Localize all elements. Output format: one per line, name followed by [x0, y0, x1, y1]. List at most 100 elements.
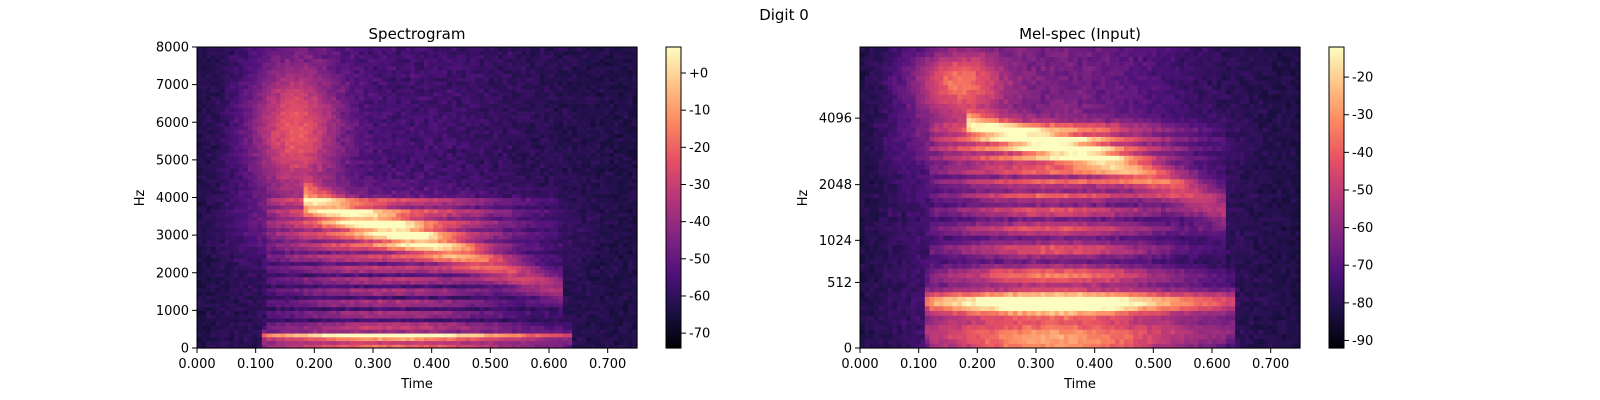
heatmap-cell	[391, 268, 397, 274]
heatmap-cell	[549, 272, 555, 278]
heatmap-cell	[507, 152, 513, 157]
heatmap-cell	[252, 205, 258, 210]
heatmap-cell	[243, 156, 249, 161]
heatmap-cell	[511, 291, 518, 296]
heatmap-cell	[359, 268, 365, 274]
heatmap-cell	[271, 159, 277, 165]
heatmap-cell	[285, 163, 291, 168]
heatmap-cell	[493, 242, 499, 248]
heatmap-cell	[428, 182, 434, 187]
heatmap-cell	[562, 261, 569, 266]
heatmap-cell	[410, 261, 416, 266]
heatmap-cell	[581, 340, 587, 345]
heatmap-cell	[498, 159, 504, 165]
heatmap-cell	[396, 317, 402, 323]
heatmap-cell	[308, 148, 314, 153]
heatmap-cell	[451, 223, 457, 229]
heatmap-cell	[247, 261, 254, 266]
heatmap-cell	[479, 310, 485, 315]
heatmap-cell	[326, 208, 332, 214]
heatmap-cell	[210, 287, 217, 293]
heatmap-cell	[363, 193, 369, 199]
heatmap-cell	[229, 238, 235, 244]
heatmap-cell	[359, 325, 365, 330]
heatmap-cell	[567, 276, 573, 281]
heatmap-cell	[461, 193, 467, 199]
heatmap-cell	[474, 250, 481, 255]
heatmap-cell	[340, 257, 346, 263]
heatmap-cell	[613, 272, 620, 278]
heatmap-cell	[456, 231, 462, 236]
heatmap-cell	[493, 227, 499, 232]
heatmap-cell	[576, 253, 583, 259]
heatmap-cell	[308, 287, 314, 293]
heatmap-cell	[623, 306, 629, 311]
heatmap-cell	[423, 336, 430, 342]
heatmap-cell	[298, 212, 305, 217]
heatmap-cell	[447, 201, 453, 206]
heatmap-cell	[581, 257, 587, 263]
heatmap-cell	[345, 261, 351, 266]
heatmap-cell	[553, 193, 559, 199]
heatmap-cell	[613, 291, 620, 296]
heatmap-cell	[197, 238, 203, 244]
heatmap-cell	[280, 325, 286, 330]
heatmap-cell	[456, 329, 462, 334]
heatmap-cell	[451, 231, 457, 236]
heatmap-cell	[521, 291, 527, 296]
heatmap-cell	[234, 182, 240, 187]
heatmap-cell	[521, 201, 527, 206]
heatmap-cell	[627, 242, 633, 248]
heatmap-cell	[335, 231, 342, 236]
heatmap-cell	[576, 178, 583, 184]
heatmap-cell	[558, 178, 564, 184]
heatmap-cell	[627, 246, 633, 251]
heatmap-cell	[238, 193, 244, 199]
heatmap-cell	[539, 186, 545, 191]
heatmap-cell	[530, 238, 536, 244]
heatmap-cell	[400, 302, 407, 308]
heatmap-cell	[461, 167, 467, 172]
heatmap-cell	[201, 246, 207, 251]
heatmap-cell	[562, 197, 569, 202]
heatmap-cell	[507, 231, 513, 236]
heatmap-cell	[201, 242, 207, 248]
heatmap-cell	[400, 238, 407, 244]
heatmap-cell	[298, 261, 305, 266]
heatmap-cell	[525, 182, 532, 187]
heatmap-cell	[627, 201, 633, 206]
heatmap-cell	[562, 163, 569, 168]
heatmap-cell	[609, 208, 615, 214]
heatmap-cell	[576, 189, 583, 195]
heatmap-cell	[423, 182, 430, 187]
heatmap-cell	[474, 178, 481, 184]
heatmap-cell	[558, 287, 564, 293]
heatmap-cell	[544, 250, 550, 255]
heatmap-cell	[516, 261, 522, 266]
heatmap-cell	[507, 314, 513, 319]
heatmap-cell	[326, 223, 332, 229]
heatmap-cell	[201, 284, 207, 289]
heatmap-cell	[479, 208, 485, 214]
heatmap-cell	[308, 340, 314, 345]
heatmap-cell	[322, 212, 328, 217]
heatmap-cell	[405, 314, 411, 319]
heatmap-cell	[289, 265, 295, 270]
heatmap-cell	[586, 291, 592, 296]
heatmap-cell	[266, 284, 272, 289]
heatmap-cell	[470, 159, 476, 165]
heatmap-cell	[206, 156, 212, 161]
heatmap-cell	[275, 186, 281, 191]
heatmap-cell	[562, 242, 569, 248]
heatmap-cell	[465, 197, 471, 202]
heatmap-cell	[257, 208, 263, 214]
heatmap-cell	[447, 178, 453, 184]
heatmap-cell	[210, 321, 217, 327]
heatmap-cell	[206, 329, 212, 334]
heatmap-cell	[549, 186, 555, 191]
heatmap-cell	[215, 332, 221, 338]
heatmap-cell	[419, 306, 425, 311]
heatmap-cell	[234, 280, 240, 285]
heatmap-cell	[576, 171, 583, 176]
heatmap-cell	[261, 257, 268, 263]
